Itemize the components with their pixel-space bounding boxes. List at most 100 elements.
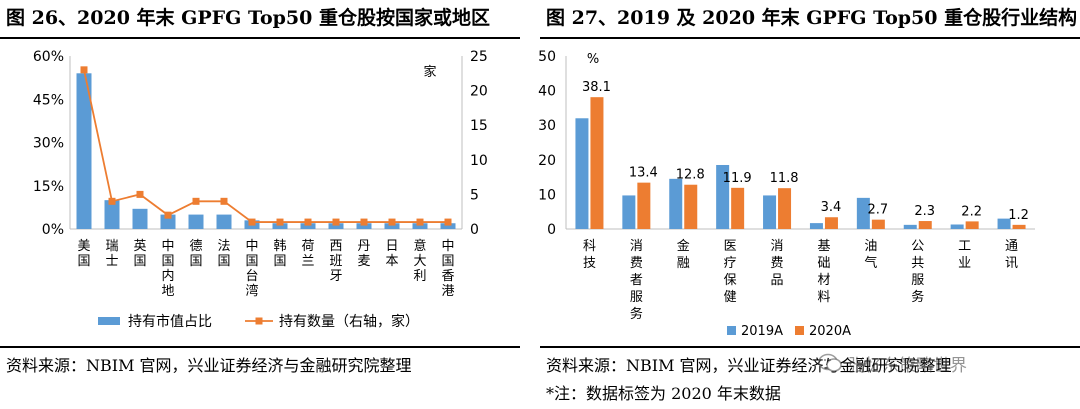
x-tick-label-c1: 瑞士 xyxy=(105,239,118,269)
legend-swatch-2019a xyxy=(727,326,736,335)
wechat-icon xyxy=(818,353,842,372)
x-tick-label-c1: 英国 xyxy=(133,239,146,269)
x-tick-label-c1: 中国香港 xyxy=(441,239,454,299)
title-rule-left xyxy=(0,37,520,39)
data-label-2020a-2: 12.8 xyxy=(676,168,705,183)
left-tick-label-c1: 30% xyxy=(33,136,64,152)
legend-swatch-share xyxy=(98,317,120,325)
y-axis-unit-c2: % xyxy=(587,52,599,67)
bar-share-2 xyxy=(132,208,148,229)
bar-2019a-5 xyxy=(809,223,823,229)
title-rule-right xyxy=(540,37,1080,39)
legend-label-2020a: 2020A xyxy=(809,324,851,339)
bar-2020a-6 xyxy=(871,219,885,229)
line-point-11 xyxy=(388,218,396,226)
legend-marker-count xyxy=(255,317,263,325)
legend-swatch-2020a xyxy=(795,326,804,335)
left-tick-label-c1: 60% xyxy=(33,49,64,65)
bar-share-4 xyxy=(188,214,204,229)
x-tick-label-c2: 科技 xyxy=(583,239,596,271)
data-label-2020a-3: 11.9 xyxy=(723,171,752,186)
bar-share-12 xyxy=(412,223,428,229)
bar-2019a-8 xyxy=(950,224,964,229)
bar-2019a-7 xyxy=(903,224,917,229)
bar-2019a-9 xyxy=(997,218,1011,229)
bar-2019a-6 xyxy=(856,197,870,229)
x-tick-label-c2: 消费品 xyxy=(771,239,784,288)
bar-2020a-2 xyxy=(684,184,698,229)
source-left: 资料来源：NBIM 官网，兴业证券经济与金融研究院整理 xyxy=(6,356,412,375)
line-point-8 xyxy=(304,218,312,226)
bar-share-5 xyxy=(216,214,232,229)
right-tick-label-c1: 25 xyxy=(470,49,488,65)
watermark: 张忆东策略世界 xyxy=(818,350,1080,376)
source-rule-right xyxy=(540,346,1080,348)
legend-label-share: 持有市值占比 xyxy=(128,313,212,330)
bar-2020a-1 xyxy=(637,182,651,229)
x-tick-label-c1: 西班牙 xyxy=(329,239,342,284)
x-tick-label-c1: 法国 xyxy=(217,239,230,269)
bar-share-3 xyxy=(160,214,176,229)
bar-2019a-4 xyxy=(763,195,777,229)
line-point-2 xyxy=(136,190,144,198)
bar-share-9 xyxy=(328,223,344,229)
data-label-2020a-8: 2.2 xyxy=(961,204,982,219)
x-tick-label-c2: 通讯 xyxy=(1005,239,1018,271)
x-tick-label-c2: 金融 xyxy=(677,238,690,271)
right-tick-label-c1: 10 xyxy=(470,153,488,169)
left-tick-label-c1: 15% xyxy=(33,179,64,195)
x-tick-label-c1: 丹麦 xyxy=(357,239,370,269)
y-tick-label-c2: 20 xyxy=(538,153,556,169)
bar-2020a-8 xyxy=(965,221,979,229)
x-tick-label-c1: 韩国 xyxy=(273,239,286,269)
data-label-2020a-9: 1.2 xyxy=(1008,208,1029,223)
bar-share-8 xyxy=(300,223,316,229)
x-tick-label-c2: 公共服务 xyxy=(911,239,924,305)
left-tick-label-c1: 45% xyxy=(33,92,64,108)
legend-label-2019a: 2019A xyxy=(741,324,783,339)
bar-2020a-5 xyxy=(824,217,838,229)
right-tick-label-c1: 5 xyxy=(470,187,479,203)
data-label-2020a-7: 2.3 xyxy=(914,204,935,219)
source-rule-left xyxy=(0,346,520,348)
y-tick-label-c2: 10 xyxy=(538,187,556,203)
bar-2019a-0 xyxy=(575,118,589,229)
x-tick-label-c2: 消费者服务 xyxy=(630,239,643,322)
x-tick-label-c2: 工业 xyxy=(958,239,971,271)
line-point-4 xyxy=(192,197,200,205)
bar-2020a-0 xyxy=(590,97,604,229)
y-tick-label-c2: 40 xyxy=(538,84,556,100)
footnote: *注：数据标签为 2020 年末数据 xyxy=(546,384,781,403)
bar-share-11 xyxy=(384,223,400,229)
line-point-9 xyxy=(332,218,340,226)
line-point-6 xyxy=(248,218,256,226)
bar-share-13 xyxy=(440,223,456,229)
bar-2020a-9 xyxy=(1012,224,1026,229)
right-tick-label-c1: 15 xyxy=(470,118,488,134)
data-label-2020a-6: 2.7 xyxy=(868,203,889,218)
bar-share-7 xyxy=(272,223,288,229)
chart-title-left: 图 26、2020 年末 GPFG Top50 重仓股按国家或地区 xyxy=(6,7,490,29)
x-tick-label-c2: 基础材料 xyxy=(817,239,830,305)
y-tick-label-c2: 30 xyxy=(538,118,556,134)
source-right: 资料来源：NBIM 官网，兴业证券经济与金融研究院整理 xyxy=(546,356,952,375)
bar-2020a-4 xyxy=(778,188,792,229)
x-tick-label-c2: 医疗保健 xyxy=(724,239,737,305)
line-point-3 xyxy=(164,211,172,219)
line-point-7 xyxy=(276,218,284,226)
y-tick-label-c2: 0 xyxy=(547,222,556,238)
left-tick-label-c1: 0% xyxy=(42,222,64,238)
data-label-2020a-1: 13.4 xyxy=(629,166,658,181)
line-count-series xyxy=(83,69,448,223)
bar-2019a-3 xyxy=(716,164,730,229)
x-tick-label-c1: 荷兰 xyxy=(301,239,314,269)
line-point-12 xyxy=(416,218,424,226)
x-tick-label-c1: 日本 xyxy=(385,239,398,269)
data-label-2020a-4: 11.8 xyxy=(770,171,799,186)
bar-2020a-7 xyxy=(918,221,932,229)
bar-share-10 xyxy=(356,223,372,229)
line-point-10 xyxy=(360,218,368,226)
x-tick-label-c1: 美国 xyxy=(77,239,90,269)
line-point-5 xyxy=(220,197,228,205)
